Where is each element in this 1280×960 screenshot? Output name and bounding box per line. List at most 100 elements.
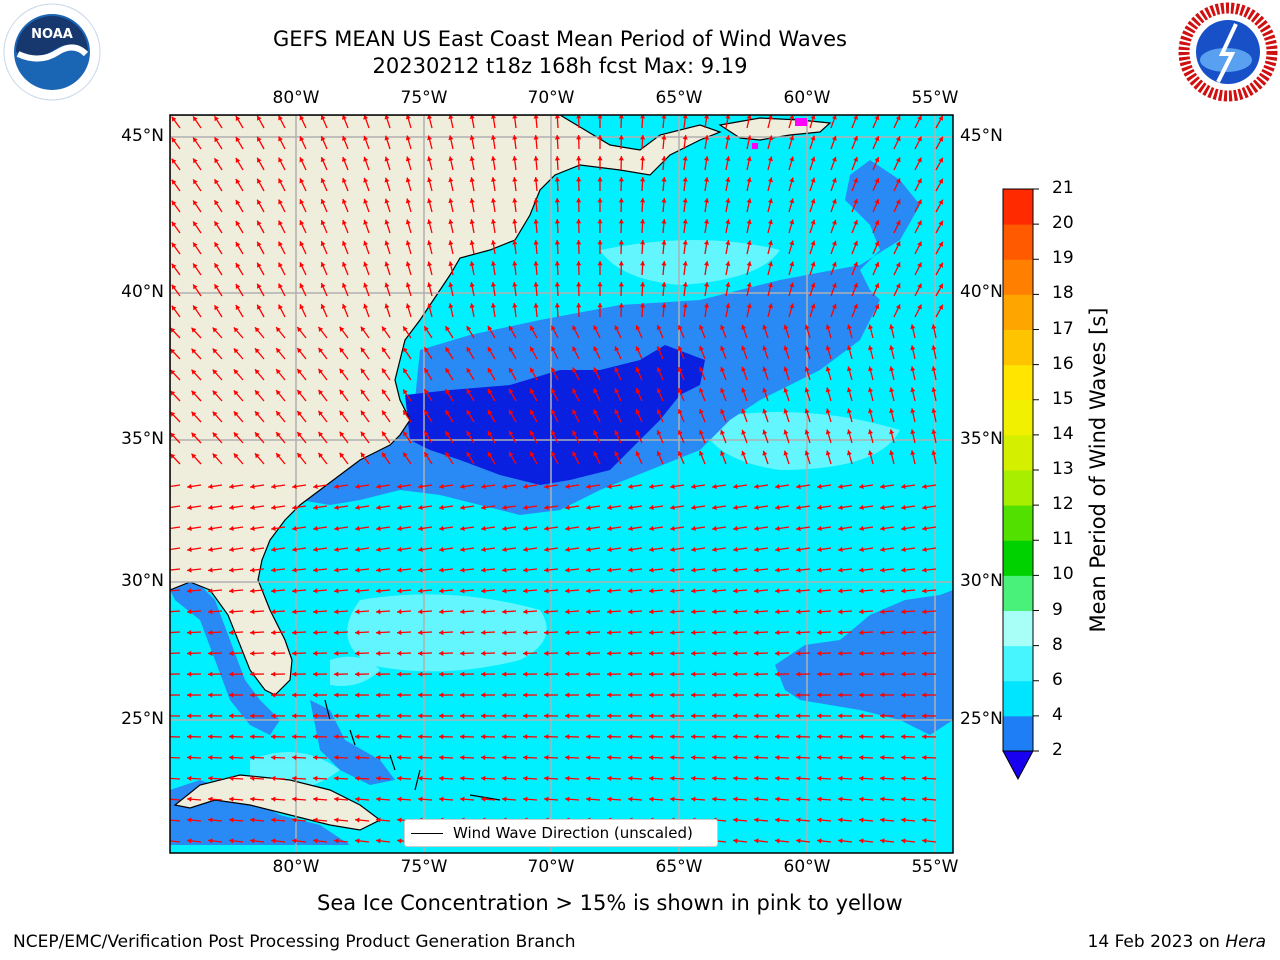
arrow-head: [445, 431, 451, 437]
arrow-head: [691, 483, 696, 490]
arrow-head: [831, 282, 837, 288]
arrow-head: [481, 588, 486, 594]
arrow-head: [817, 817, 822, 823]
arrow-head: [733, 588, 738, 594]
arrow-head: [880, 775, 885, 781]
arrow-head: [466, 347, 472, 353]
arrow-head: [889, 429, 895, 435]
arrow-head: [922, 483, 927, 490]
arrow-head: [817, 775, 822, 781]
arrow-head: [838, 692, 843, 698]
lon-tick-top: 60°W: [783, 88, 831, 108]
arrow-head: [635, 430, 641, 436]
arrow-head: [363, 240, 369, 246]
arrow-head: [544, 734, 549, 740]
arrow-head: [481, 754, 486, 761]
colorbar-segment: [1003, 294, 1033, 330]
arrow-head: [895, 283, 901, 289]
arrow-head: [859, 504, 864, 511]
arrow-head: [746, 135, 752, 141]
arrow-head: [607, 671, 612, 677]
arrow-head: [917, 283, 922, 289]
arrow-head: [235, 241, 241, 247]
arrow-head: [754, 692, 759, 698]
arrow-head: [789, 198, 795, 204]
arrow-head: [607, 775, 612, 781]
arrow-head: [767, 219, 773, 225]
arrow-head: [320, 178, 326, 184]
arrow-head: [817, 692, 822, 698]
arrow-head: [825, 366, 831, 372]
arrow-head: [733, 796, 738, 802]
arrow-head: [712, 692, 717, 698]
arrow-head: [810, 261, 816, 267]
arrow-head: [762, 324, 768, 330]
arrow-head: [278, 157, 283, 163]
lon-tick-top: 55°W: [911, 88, 959, 108]
arrow-head: [922, 713, 927, 719]
arrow-head: [901, 817, 906, 823]
arrow-head: [597, 219, 603, 224]
arrow-head: [576, 282, 582, 287]
arrow-head: [334, 817, 339, 823]
arrow-head: [846, 366, 852, 372]
arrow-head: [677, 388, 683, 394]
arrow-head: [257, 220, 262, 226]
arrow-head: [334, 525, 339, 532]
arrow-head: [767, 177, 773, 183]
arrow-head: [868, 366, 874, 372]
arrow-head: [901, 796, 906, 802]
arrow-head: [910, 450, 916, 456]
arrow-head: [523, 483, 528, 490]
arrow-head: [817, 567, 822, 573]
colorbar-tick-label: 16: [1052, 353, 1074, 374]
arrow-head: [825, 387, 831, 393]
arrow-head: [931, 429, 937, 435]
arrow-head: [278, 220, 283, 226]
arrow-head: [448, 135, 454, 141]
arrow-head: [607, 525, 612, 532]
colorbar-segment: [1003, 224, 1033, 260]
arrow-head: [810, 198, 816, 204]
arrow-head: [523, 525, 528, 532]
arrow-head: [733, 671, 738, 677]
arrow-head: [276, 411, 281, 417]
arrow-head: [586, 754, 591, 761]
arrow-head: [229, 775, 234, 781]
arrow-head: [846, 408, 852, 414]
arrow-head: [554, 261, 560, 266]
arrow-head: [191, 348, 197, 354]
arrow-head: [649, 504, 654, 511]
arrow-head: [481, 775, 486, 781]
arrow-head: [533, 115, 539, 119]
arrow-head: [502, 775, 507, 781]
arrow-head: [628, 629, 633, 636]
arrow-head: [313, 609, 318, 615]
arrow-head: [565, 671, 570, 677]
colorbar-segment: [1003, 329, 1033, 366]
arrow-head: [320, 262, 326, 268]
arrow-head: [313, 713, 318, 719]
arrow-head: [699, 450, 704, 456]
arrow-head: [754, 671, 759, 677]
arrow-head: [733, 483, 738, 490]
arrow-head: [487, 451, 493, 457]
arrow-head: [460, 609, 465, 615]
arrow-head: [783, 324, 789, 330]
arrow-head: [859, 525, 864, 532]
arrow-head: [193, 116, 198, 122]
arrow-head: [427, 303, 433, 309]
arrow-head: [193, 263, 198, 269]
arrow-head: [628, 671, 633, 677]
arrow-head: [214, 137, 219, 143]
arrow-head: [278, 136, 283, 142]
arrow-head: [703, 282, 710, 287]
arrow-head: [640, 135, 646, 140]
arrow-head: [725, 177, 731, 182]
arrow-head: [703, 115, 710, 119]
arrow-head: [838, 650, 843, 656]
arrow-head: [825, 345, 831, 351]
arrow-head: [691, 692, 696, 698]
arrow-head: [938, 115, 943, 121]
arrow-head: [533, 177, 539, 182]
